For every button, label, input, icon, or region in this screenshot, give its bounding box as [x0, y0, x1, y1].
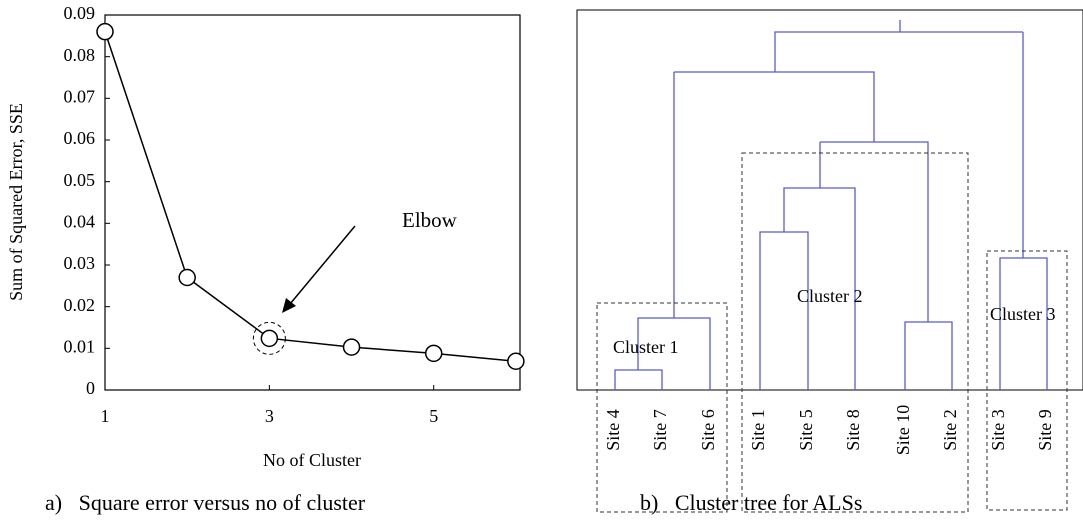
x-tick-label: 1	[101, 406, 110, 426]
y-tick-label: 0.05	[64, 170, 96, 190]
marker	[260, 329, 279, 348]
y-tick-label: 0	[86, 378, 95, 398]
x-tick-label: 3	[265, 406, 274, 426]
leaf-label: Site 7	[650, 409, 670, 451]
leaf-label: Site 4	[603, 409, 623, 451]
cluster-box	[986, 250, 1068, 511]
plot-frame	[104, 14, 521, 391]
y-tick-label: 0.06	[64, 128, 96, 148]
cluster-box	[596, 302, 728, 513]
dendrogram: Cluster 1 Cluster 2 Cluster 3	[576, 9, 1083, 513]
annotation: Elbow	[402, 208, 458, 232]
caption: a) Square error versus no of cluster	[45, 490, 366, 515]
leaf-label: Site 9	[1035, 409, 1055, 451]
x-axis-label: No of Cluster	[263, 450, 361, 470]
y-tick-label: 0.09	[64, 3, 96, 23]
leaf-label: Site 6	[698, 409, 718, 451]
dendrogram-frame	[576, 9, 1083, 391]
marker	[178, 268, 196, 287]
x-tick-label: 5	[429, 406, 438, 426]
arrow-head	[282, 298, 296, 313]
marker	[96, 22, 114, 41]
marker	[342, 338, 361, 356]
cluster-label: Cluster 3	[990, 304, 1056, 324]
marker	[424, 344, 443, 363]
leaf-label: Site 1	[748, 409, 768, 451]
cluster-box	[741, 152, 969, 513]
caption: b) Cluster tree for ALSs	[640, 490, 862, 515]
leaf-label: Site 5	[796, 409, 816, 451]
line	[104, 31, 516, 362]
link	[614, 20, 1048, 390]
y-axis-label: Sum of Squared Error, SSE	[6, 103, 26, 301]
cluster-label: Cluster 2	[797, 286, 863, 306]
leaf-label: Site 2	[940, 409, 960, 451]
leaf-label: Site 8	[843, 409, 863, 451]
y-tick-label: 0.03	[64, 253, 96, 273]
y-tick-label: 0.08	[64, 45, 96, 65]
cluster-label: Cluster 1	[613, 337, 679, 357]
leaf-label: Site 3	[988, 409, 1008, 451]
leaf-label: Site 10	[893, 405, 913, 456]
y-tick-label: 0.07	[64, 86, 96, 106]
y-tick-label: 0.01	[64, 336, 96, 356]
y-tick-label: 0.04	[64, 211, 96, 231]
marker	[507, 352, 525, 370]
elbow-highlight	[252, 321, 286, 355]
y-tick-label: 0.02	[64, 295, 96, 315]
annotation-arrow	[289, 225, 356, 305]
